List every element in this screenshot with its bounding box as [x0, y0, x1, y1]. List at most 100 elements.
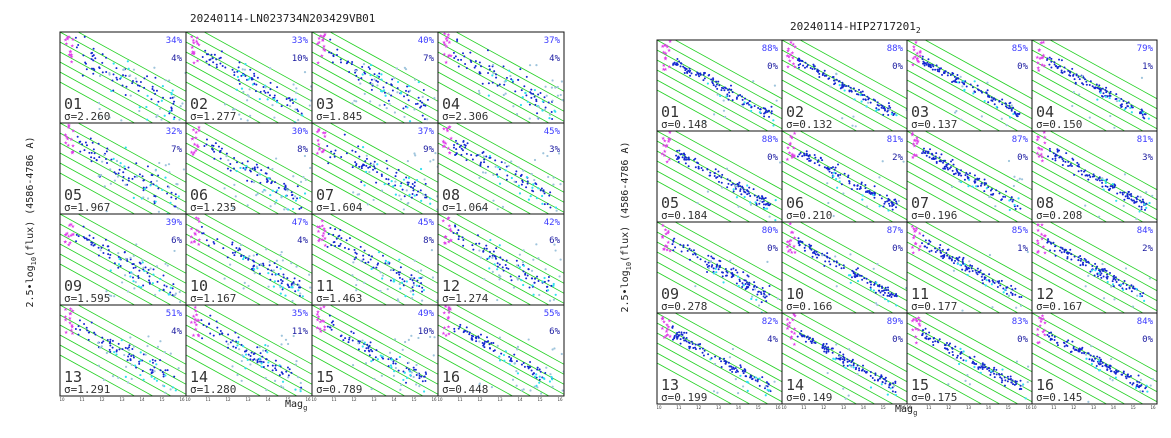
data-point	[241, 68, 244, 71]
data-point	[475, 340, 478, 343]
data-point	[457, 229, 460, 232]
data-point	[181, 102, 184, 105]
data-point	[838, 355, 841, 358]
data-point	[473, 66, 476, 69]
data-point	[722, 281, 725, 284]
data-point	[1046, 57, 1049, 60]
data-point	[361, 339, 364, 342]
panel-id: 14	[190, 368, 208, 386]
data-point	[1080, 347, 1083, 350]
data-point	[938, 246, 941, 249]
data-point	[252, 254, 255, 257]
data-point	[530, 269, 534, 272]
data-point	[466, 330, 469, 333]
data-point	[528, 103, 531, 106]
data-point	[1106, 185, 1109, 188]
data-point	[90, 160, 93, 163]
data-point	[956, 81, 960, 84]
data-point	[412, 281, 415, 284]
data-point	[1109, 185, 1112, 188]
data-point	[1085, 174, 1088, 177]
data-point	[529, 194, 532, 198]
magenta-mark: ★	[913, 241, 918, 247]
data-point	[1094, 269, 1097, 272]
magenta-mark: ★	[196, 216, 201, 222]
reference-line	[782, 150, 907, 221]
data-point	[135, 243, 138, 246]
data-point	[1126, 373, 1129, 376]
reference-line	[455, 32, 564, 92]
data-point	[505, 178, 508, 181]
data-point	[111, 79, 114, 82]
data-point	[402, 284, 405, 287]
data-point	[251, 167, 254, 170]
magenta-mark: ★	[660, 316, 665, 322]
data-point	[361, 73, 364, 76]
data-point	[1101, 185, 1104, 188]
data-point	[888, 105, 891, 108]
data-point	[452, 232, 455, 235]
data-point	[891, 205, 894, 208]
data-point	[1081, 82, 1084, 85]
magenta-mark: ★	[322, 148, 327, 154]
chart-title-sub: 2	[916, 26, 921, 35]
reference-line	[907, 332, 1032, 403]
magenta-mark: ★	[69, 328, 74, 334]
magenta-mark: ★	[194, 130, 199, 136]
panel-fraction: 83%	[1012, 317, 1029, 327]
data-point	[675, 63, 678, 66]
data-point	[235, 161, 238, 164]
magenta-mark: ★	[448, 306, 453, 312]
magenta-mark: ★	[69, 233, 74, 239]
data-point	[712, 267, 715, 270]
data-point	[381, 254, 384, 257]
magenta-mark: ★	[914, 334, 919, 340]
data-point	[362, 254, 365, 257]
reference-line	[1032, 251, 1144, 313]
data-point	[853, 98, 856, 101]
magenta-mark: ★	[63, 317, 68, 323]
data-point	[85, 326, 88, 329]
panel-fraction: 45%	[418, 218, 435, 228]
magenta-mark: ★	[1036, 66, 1041, 72]
magenta-mark: ★	[662, 143, 667, 149]
data-point	[834, 255, 837, 258]
data-point	[746, 389, 749, 393]
data-point	[544, 85, 547, 88]
reference-line	[782, 89, 858, 131]
magenta-mark: ★	[1040, 62, 1045, 68]
data-point	[1133, 287, 1136, 290]
data-point	[1009, 101, 1012, 104]
data-point	[78, 141, 81, 144]
data-point	[1056, 149, 1059, 152]
data-point	[132, 280, 135, 283]
data-point	[219, 151, 222, 154]
data-point	[1109, 114, 1112, 118]
magenta-mark: ★	[1043, 234, 1048, 240]
data-point	[844, 366, 847, 370]
data-point	[816, 253, 819, 256]
data-point	[1084, 264, 1087, 267]
data-point	[159, 340, 162, 343]
data-point	[326, 144, 329, 147]
data-point	[850, 188, 853, 191]
data-point	[734, 184, 737, 188]
data-point	[1054, 254, 1057, 257]
panel-12: ★★★★ ★★★★★★★★★★ 84%2%12σ=0.167	[1031, 221, 1158, 314]
data-point	[968, 270, 971, 273]
magenta-mark: ★	[789, 250, 794, 256]
x-tick-label: 14	[391, 397, 397, 402]
data-point	[261, 190, 264, 193]
data-point	[737, 205, 740, 208]
panel-fraction: 0%	[1017, 62, 1028, 72]
reference-line	[438, 243, 550, 305]
data-point	[990, 96, 993, 99]
data-point	[90, 58, 93, 61]
data-point	[101, 160, 104, 163]
data-point	[515, 384, 518, 387]
data-point	[496, 84, 499, 87]
reference-line	[186, 32, 312, 102]
panel-04: ★★★★★★★★★★★★★★79%1%04σ=0.150	[1031, 39, 1158, 132]
panel-fraction: 7%	[423, 54, 434, 64]
panel-fraction: 87%	[1012, 135, 1029, 145]
